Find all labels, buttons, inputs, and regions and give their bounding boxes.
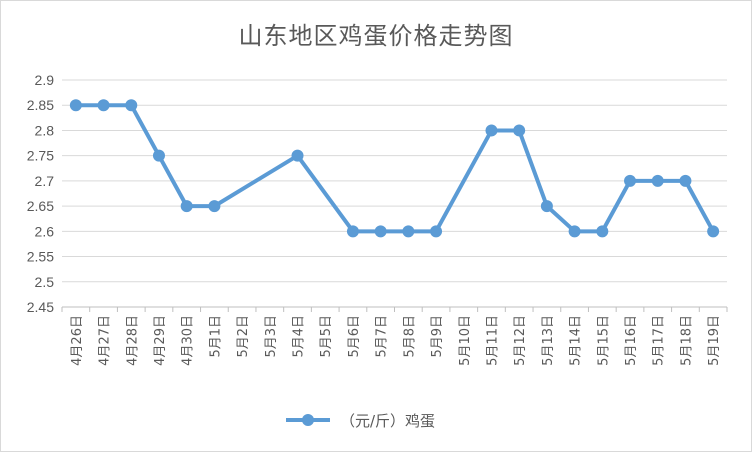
y-tick-label: 2.9 xyxy=(35,72,55,88)
series-group xyxy=(69,99,720,238)
data-point xyxy=(374,225,387,238)
x-tick-label: 5月8日 xyxy=(402,315,417,358)
data-point xyxy=(291,149,304,162)
x-tick-label: 5月17日 xyxy=(652,315,667,366)
data-point xyxy=(180,200,193,213)
y-axis-ticks: 2.9 2.85 2.8 2.75 2.7 2.65 2.6 2.55 2.5 2.45 xyxy=(27,72,54,315)
data-point xyxy=(679,174,692,187)
y-tick-label: 2.65 xyxy=(27,198,54,214)
x-tick-label: 5月6日 xyxy=(347,315,362,358)
x-tick-label: 4月29日 xyxy=(153,315,168,366)
x-tick-label: 5月9日 xyxy=(430,315,445,358)
x-tick-label: 5月12日 xyxy=(513,315,528,366)
x-tick-label: 5月4日 xyxy=(292,315,307,358)
x-axis-ticks: 4月26日 4月27日 4月28日 4月29日 4月30日 5月1日 5月2日 5月3日 5月4… xyxy=(70,315,722,366)
x-tick-label: 5月3日 xyxy=(264,315,279,358)
x-tick-label: 5月13日 xyxy=(541,315,556,366)
y-tick-label: 2.45 xyxy=(27,299,54,315)
x-tick-label: 5月10日 xyxy=(458,315,473,366)
x-tick-label: 5月1日 xyxy=(208,315,223,358)
data-point xyxy=(69,99,82,112)
grid-lines xyxy=(61,79,728,312)
x-tick-label: 5月5日 xyxy=(319,315,334,358)
x-tick-label: 4月26日 xyxy=(70,315,85,366)
y-tick-label: 2.75 xyxy=(27,148,54,164)
legend-label: （元/斤）鸡蛋 xyxy=(340,411,436,430)
series-line xyxy=(73,103,716,234)
y-tick-label: 2.85 xyxy=(27,97,54,113)
data-point xyxy=(624,174,637,187)
x-tick-label: 5月15日 xyxy=(596,315,611,366)
chart-title: 山东地区鸡蛋价格走势图 xyxy=(238,22,514,50)
y-tick-label: 2.55 xyxy=(27,249,54,265)
data-point xyxy=(568,225,581,238)
y-tick-label: 2.7 xyxy=(35,173,55,189)
x-tick-label: 5月16日 xyxy=(624,315,639,366)
legend-swatch xyxy=(286,414,330,426)
data-point xyxy=(707,225,720,238)
data-point xyxy=(97,99,110,112)
data-point xyxy=(513,124,526,137)
x-tick-label: 5月14日 xyxy=(569,315,584,366)
data-point xyxy=(346,225,359,238)
legend: （元/斤）鸡蛋 xyxy=(286,408,435,432)
data-point xyxy=(402,225,415,238)
data-point xyxy=(152,149,165,162)
x-tick-label: 5月11日 xyxy=(485,315,500,366)
data-point xyxy=(125,99,138,112)
data-point xyxy=(596,225,609,238)
data-point xyxy=(485,124,498,137)
data-point xyxy=(651,174,664,187)
x-tick-label: 5月7日 xyxy=(375,315,390,358)
x-tick-label: 5月18日 xyxy=(679,315,694,366)
x-tick-label: 4月28日 xyxy=(125,315,140,366)
data-point xyxy=(208,200,221,213)
x-tick-label: 4月30日 xyxy=(181,315,196,366)
data-point xyxy=(430,225,443,238)
x-tick-label: 5月19日 xyxy=(707,315,722,366)
y-tick-label: 2.5 xyxy=(35,274,55,290)
data-point xyxy=(540,200,553,213)
y-tick-label: 2.6 xyxy=(35,223,55,239)
x-tick-label: 4月27日 xyxy=(98,315,113,366)
x-tick-label: 5月2日 xyxy=(236,315,251,358)
y-tick-label: 2.8 xyxy=(35,122,55,138)
